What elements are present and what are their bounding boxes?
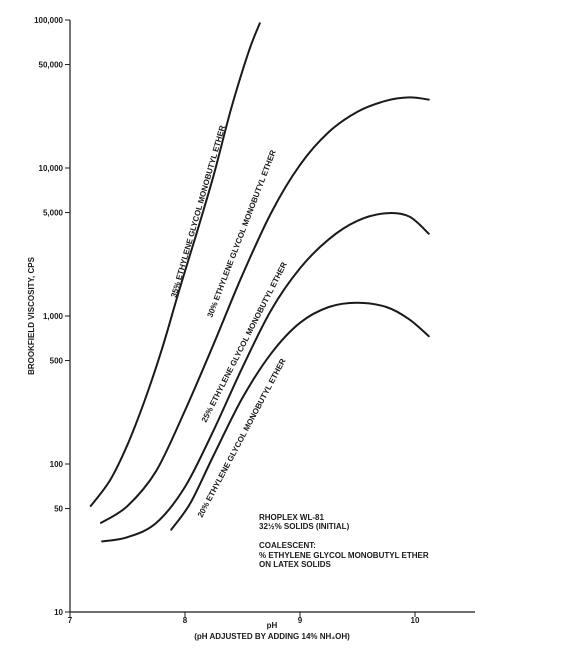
y-ticks: 10 50 100 500 1,000 5,000 10,000 50,000 100,000 [34, 16, 70, 617]
note-basis: ON LATEX SOLIDS [259, 560, 332, 569]
y-axis-title: BROOKFIELD VISCOSITY, CPS [27, 256, 36, 374]
x-tick-label: 7 [68, 616, 73, 625]
x-tick-label: 8 [183, 616, 188, 625]
series-line-35-percent [89, 22, 261, 507]
y-tick-label: 50,000 [39, 61, 64, 70]
note-coalescent: COALESCENT: [259, 541, 316, 550]
x-tick-label: 10 [411, 616, 420, 625]
y-tick-label: 5,000 [43, 209, 64, 218]
note-coalescent-detail: % ETHYLENE GLYCOL MONOBUTYL ETHER [259, 551, 429, 560]
y-tick-label: 100,000 [34, 16, 63, 25]
y-tick-label: 50 [54, 505, 63, 514]
y-tick-label: 10,000 [39, 164, 64, 173]
note-product: RHOPLEX WL-81 [259, 513, 324, 522]
series-line-20-percent [170, 301, 430, 531]
x-axis-note: (pH ADJUSTED BY ADDING 14% NH₄OH) [194, 632, 350, 641]
x-axis-title: pH [267, 621, 278, 630]
y-tick-label: 100 [50, 460, 64, 469]
x-tick-label: 9 [298, 616, 303, 625]
y-tick-label: 10 [54, 608, 63, 617]
series-lines [89, 22, 430, 543]
series-line-25-percent [101, 211, 430, 543]
series-line-30-percent [100, 96, 430, 524]
x-ticks: 7 8 9 10 [68, 612, 420, 625]
note-solids: 32½% SOLIDS (INITIAL) [259, 522, 350, 531]
y-tick-label: 1,000 [43, 312, 64, 321]
curve-label-25: 25% ETHYLENE GLYCOL MONOBUTYL ETHER [200, 261, 289, 424]
legend-note: RHOPLEX WL-81 32½% SOLIDS (INITIAL) COAL… [259, 513, 429, 569]
curve-label-35: 35% ETHYLENE GLYCOL MONOBUTYL ETHER [169, 124, 227, 298]
y-tick-label: 500 [50, 357, 64, 366]
